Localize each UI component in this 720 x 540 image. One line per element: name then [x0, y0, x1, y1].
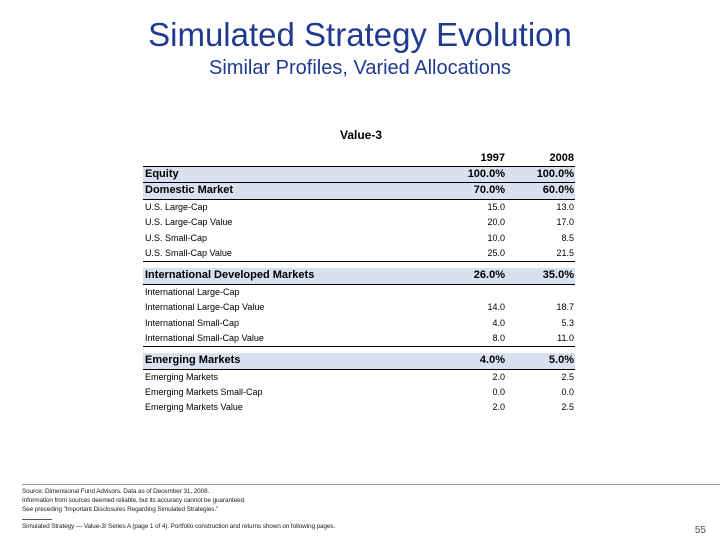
- table-row: International Small-Cap Value 8.0 11.0: [143, 331, 575, 348]
- row-value-2008: 21.5: [556, 247, 574, 258]
- table-row: International Large-Cap Value 14.0 18.7: [143, 300, 575, 315]
- table-row: Emerging Markets Small-Cap 0.0 0.0: [143, 385, 575, 400]
- row-value-2008: 5.0%: [548, 354, 574, 367]
- table-title: Value-3: [340, 128, 383, 142]
- table-row: U.S. Small-Cap Value 25.0 21.5: [143, 246, 575, 263]
- row-label: Emerging Markets: [145, 354, 241, 367]
- row-label: International Small-Cap: [145, 317, 240, 328]
- row-value-1997: 4.0: [492, 317, 505, 328]
- row-value-1997: 10.0: [487, 232, 505, 243]
- row-value-2008: 35.0%: [542, 269, 574, 282]
- row-value-2008: 17.0: [556, 217, 574, 228]
- row-label: Emerging Markets: [145, 371, 219, 382]
- table-row-domestic-market: Domestic Market 70.0% 60.0%: [143, 182, 575, 200]
- slide-subtitle: Similar Profiles, Varied Allocations: [209, 57, 511, 79]
- row-label: Emerging Markets Small-Cap: [145, 387, 263, 398]
- allocation-table: 1997 2008 Equity 100.0% 100.0% Domestic …: [143, 150, 575, 416]
- row-value-2008: 2.5: [561, 371, 574, 382]
- row-value-1997: 100.0%: [467, 168, 505, 180]
- footnote-strategy-note: Simulated Strategy — Value-3/ Series A (…: [22, 523, 336, 530]
- row-value-2008: 2.5: [561, 402, 574, 413]
- table-row: U.S. Large-Cap 15.0 13.0: [143, 200, 575, 215]
- row-label: U.S. Small-Cap Value: [145, 247, 232, 258]
- table-row: Emerging Markets Value 2.0 2.5: [143, 400, 575, 415]
- footnote-source: Source: Dimensional Fund Advisors. Data …: [22, 488, 210, 495]
- page-number: 55: [694, 525, 706, 536]
- row-value-2008: 60.0%: [542, 184, 574, 197]
- row-value-1997: 2.0: [492, 371, 505, 382]
- row-label: International Developed Markets: [145, 269, 315, 282]
- row-value-1997: 8.0: [492, 332, 505, 343]
- row-value-1997: 0.0: [492, 387, 505, 398]
- row-value-1997: 70.0%: [473, 184, 505, 197]
- row-value-1997: 25.0: [487, 247, 505, 258]
- footnote-rule: [22, 519, 52, 520]
- row-value-1997: 15.0: [487, 201, 505, 212]
- row-label: Domestic Market: [145, 184, 234, 197]
- column-header-2008: 2008: [549, 152, 574, 164]
- row-label: International Large-Cap: [145, 286, 240, 297]
- row-label: U.S. Small-Cap: [145, 232, 208, 243]
- table-row-equity: Equity 100.0% 100.0%: [143, 166, 575, 183]
- row-label: Emerging Markets Value: [145, 402, 243, 413]
- column-header-1997: 1997: [480, 152, 505, 164]
- footnote-disclosures: See preceding "Important Disclosures Reg…: [22, 506, 219, 513]
- table-header-row: 1997 2008: [143, 150, 575, 166]
- row-label: International Large-Cap Value: [145, 302, 265, 313]
- row-label: Equity: [145, 168, 179, 180]
- table-row: U.S. Small-Cap 10.0 8.5: [143, 231, 575, 246]
- table-row: U.S. Large-Cap Value 20.0 17.0: [143, 215, 575, 230]
- row-value-1997: 2.0: [492, 402, 505, 413]
- row-value-1997: 26.0%: [473, 269, 505, 282]
- table-row: Emerging Markets 2.0 2.5: [143, 370, 575, 385]
- table-row-emerging-markets-total: Emerging Markets 4.0% 5.0%: [143, 353, 575, 370]
- row-value-1997: 20.0: [487, 217, 505, 228]
- footnote-reliability: Information from sources deemed reliable…: [22, 497, 246, 504]
- row-label: International Small-Cap Value: [145, 332, 264, 343]
- table-row: International Large-Cap: [143, 285, 575, 300]
- row-value-1997: 4.0%: [479, 354, 505, 367]
- row-value-2008: 18.7: [556, 302, 574, 313]
- row-value-2008: 100.0%: [536, 168, 574, 180]
- table-row: International Small-Cap 4.0 5.3: [143, 316, 575, 331]
- slide-title: Simulated Strategy Evolution: [148, 16, 572, 53]
- row-value-2008: 11.0: [557, 332, 574, 343]
- row-value-2008: 8.5: [561, 232, 574, 243]
- row-label: U.S. Large-Cap: [145, 201, 208, 212]
- row-value-2008: 5.3: [561, 317, 574, 328]
- table-row-international-developed: International Developed Markets 26.0% 35…: [143, 268, 575, 285]
- row-label: U.S. Large-Cap Value: [145, 217, 233, 228]
- row-value-1997: 14.0: [487, 302, 505, 313]
- footer-divider: [22, 484, 720, 485]
- row-value-2008: 0.0: [561, 387, 574, 398]
- row-value-2008: 13.0: [556, 201, 574, 212]
